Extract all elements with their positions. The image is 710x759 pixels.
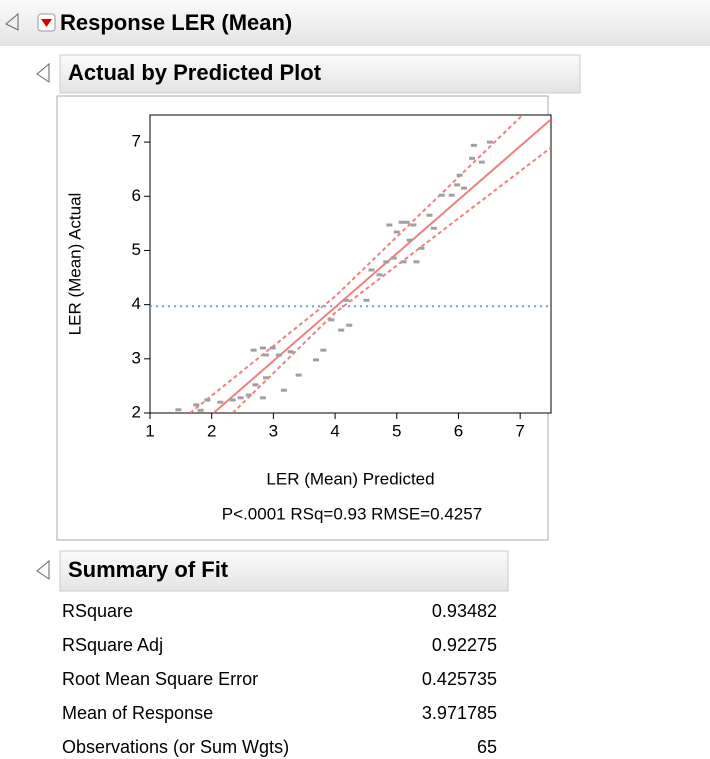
y-tick-label: 5: [132, 240, 141, 259]
point: [204, 398, 211, 402]
x-tick-label: 6: [454, 421, 463, 440]
x-tick-label: 4: [330, 421, 339, 440]
point: [368, 268, 375, 272]
point: [229, 398, 236, 402]
point: [400, 260, 407, 264]
point: [338, 328, 345, 332]
outline-box: [59, 54, 581, 94]
point: [398, 220, 405, 224]
point: [280, 388, 287, 392]
point: [295, 373, 302, 377]
row-value: 65: [477, 737, 497, 757]
summary-title: Summary of Fit: [68, 557, 229, 582]
point: [343, 298, 350, 302]
point: [438, 193, 445, 197]
plot-area: [149, 114, 552, 414]
y-tick-label: 4: [132, 294, 141, 313]
point: [197, 408, 204, 412]
row-value: 3.971785: [422, 703, 497, 723]
plot-title: Actual by Predicted Plot: [68, 60, 322, 85]
point: [430, 226, 437, 230]
point: [393, 230, 400, 234]
point: [376, 273, 383, 277]
point: [217, 400, 224, 404]
point: [363, 298, 370, 302]
x-axis-label: LER (Mean) Predicted: [266, 469, 434, 488]
section-title: Response LER (Mean): [60, 10, 292, 35]
point: [413, 260, 420, 264]
row-label: Root Mean Square Error: [62, 669, 258, 689]
point: [406, 238, 413, 242]
row-value: 0.425735: [422, 669, 497, 689]
point: [390, 256, 397, 260]
disclosure-icon[interactable]: [5, 12, 19, 31]
point: [486, 140, 493, 144]
point: [275, 353, 282, 357]
header-bar: [0, 0, 710, 46]
point: [175, 408, 182, 412]
menu-arrow: [41, 19, 52, 27]
confidence-curve: [231, 146, 551, 413]
point: [478, 160, 485, 164]
point: [383, 260, 390, 264]
y-axis-label: LER (Mean) Actual: [65, 193, 84, 336]
y-tick-label: 7: [132, 132, 141, 151]
point: [259, 396, 266, 400]
point: [245, 393, 252, 397]
disclosure-icon[interactable]: [36, 62, 50, 83]
x-tick-label: 1: [145, 421, 154, 440]
point: [259, 346, 266, 350]
point: [262, 376, 269, 380]
point: [237, 396, 244, 400]
row-label: Mean of Response: [62, 703, 213, 723]
point: [269, 346, 276, 350]
point: [346, 323, 353, 327]
point: [287, 350, 294, 354]
row-value: 0.92275: [432, 635, 497, 655]
x-tick-label: 3: [269, 421, 278, 440]
fit-line: [212, 118, 551, 413]
x-tick-label: 7: [515, 421, 524, 440]
point: [410, 223, 417, 227]
point: [250, 348, 257, 352]
row-value: 0.93482: [432, 601, 497, 621]
y-tick-label: 2: [132, 402, 141, 421]
point: [403, 220, 410, 224]
point: [262, 353, 269, 357]
point: [470, 143, 477, 147]
point: [461, 186, 468, 190]
disclosure-icon[interactable]: [36, 559, 50, 580]
point: [469, 156, 476, 160]
point: [328, 318, 335, 322]
outline-box: [59, 550, 509, 592]
row-label: Observations (or Sum Wgts): [62, 737, 289, 757]
point: [193, 403, 200, 407]
fit-annotation: P<.0001 RSq=0.93 RMSE=0.4257: [222, 504, 482, 523]
point: [418, 246, 425, 250]
x-tick-label: 2: [207, 421, 216, 440]
x-tick-label: 5: [392, 421, 401, 440]
point: [320, 348, 327, 352]
point: [448, 193, 455, 197]
point: [426, 213, 433, 217]
row-label: RSquare: [62, 601, 133, 621]
point: [252, 383, 259, 387]
point: [386, 223, 393, 227]
point: [454, 183, 461, 187]
y-tick-label: 3: [132, 348, 141, 367]
point: [312, 358, 319, 362]
point: [456, 173, 463, 177]
y-tick-label: 6: [132, 186, 141, 205]
row-label: RSquare Adj: [62, 635, 163, 655]
